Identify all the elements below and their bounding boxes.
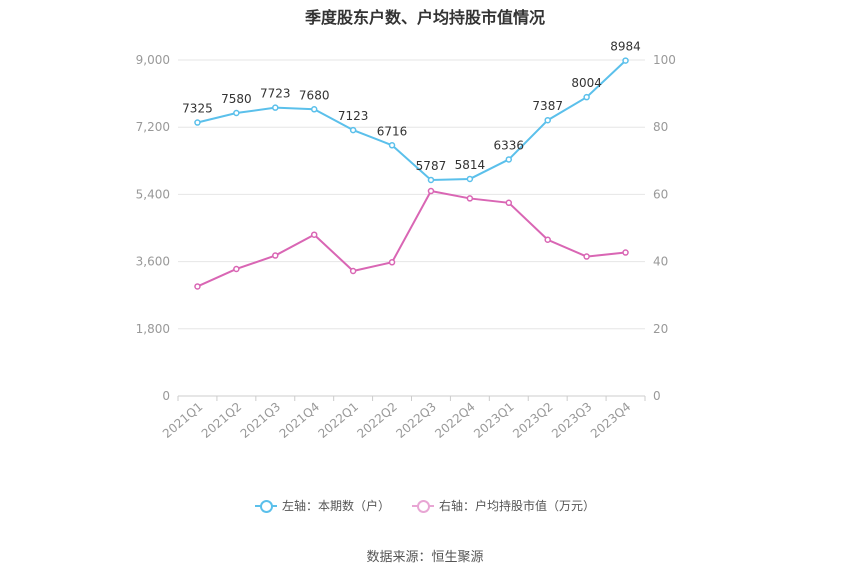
series-1-point <box>194 119 201 126</box>
chart-title: 季度股东户数、户均持股市值情况 <box>304 8 545 27</box>
data-label: 6716 <box>377 124 408 138</box>
x-tick-label: 2022Q1 <box>316 400 361 441</box>
data-label: 7723 <box>260 87 291 101</box>
y-right-tick-label: 40 <box>653 255 668 269</box>
series-1-point <box>622 57 629 64</box>
y-left-tick-label: 7,200 <box>136 120 170 134</box>
x-tick-label: 2021Q2 <box>199 400 244 441</box>
x-tick-label: 2021Q4 <box>277 400 322 441</box>
data-label: 7325 <box>182 102 213 116</box>
legend-label-left: 左轴：本期数（户） <box>281 499 390 513</box>
series-2-point <box>505 199 513 207</box>
x-tick-label: 2023Q3 <box>549 400 594 441</box>
y-right-tick-label: 80 <box>653 120 668 134</box>
series-1-point <box>505 156 513 163</box>
x-tick-label: 2021Q3 <box>238 400 283 441</box>
series-line-1 <box>197 59 627 181</box>
series-2-point <box>233 265 240 273</box>
series-2-point <box>388 259 396 266</box>
series-layer: 7325 7580 7723 7680 7123 6716 5787 5814 6336 7387… <box>182 40 641 290</box>
series-2-point <box>466 195 474 202</box>
legend-item-right-series[interactable]: 右轴：户均持股市值（万元） <box>412 497 595 514</box>
legend-item-left-series[interactable]: 左轴：本期数（户） <box>254 497 390 514</box>
y-right-tick-label: 20 <box>653 322 668 336</box>
y-left-tick-label: 0 <box>162 389 170 403</box>
data-label: 5814 <box>455 158 486 172</box>
series-1-point <box>310 106 318 113</box>
series-1-point <box>233 109 240 117</box>
series-1-point <box>466 175 474 183</box>
series-2-point <box>310 231 318 238</box>
series-2-point <box>272 252 279 259</box>
series-2-point <box>622 249 629 256</box>
series-1-point <box>583 93 590 101</box>
data-label: 8004 <box>571 76 602 90</box>
y-right-tick-label: 0 <box>653 389 661 403</box>
series-2-point <box>349 267 357 275</box>
x-tick-label: 2023Q4 <box>588 400 633 441</box>
y-left-tick-label: 1,800 <box>136 322 170 336</box>
series-1-point <box>388 142 396 149</box>
data-label: 7680 <box>299 88 330 102</box>
series-2-point <box>427 187 435 195</box>
x-tick-label: 2022Q4 <box>432 400 477 441</box>
series-2-point <box>544 236 551 244</box>
legend-swatch-right <box>412 499 434 513</box>
y-left-tick-label: 9,000 <box>136 53 170 67</box>
data-label: 5787 <box>416 159 447 173</box>
series-2-point <box>194 283 201 290</box>
x-tick-label: 2022Q3 <box>393 400 438 441</box>
series-1-point <box>544 116 551 124</box>
series-1-point <box>349 126 357 134</box>
series-1-point <box>427 176 435 184</box>
series-line-2 <box>197 189 626 288</box>
x-tick-label: 2022Q2 <box>354 400 399 441</box>
y-left-tick-label: 5,400 <box>136 187 170 201</box>
data-label: 8984 <box>610 40 641 54</box>
gridlines <box>178 59 645 330</box>
legend-label-right: 右轴：户均持股市值（万元） <box>439 499 596 513</box>
data-label: 7580 <box>221 92 252 106</box>
y-right-tick-label: 100 <box>653 53 676 67</box>
y-left-tick-label: 3,600 <box>136 255 170 269</box>
legend: 左轴：本期数（户） 右轴：户均持股市值（万元） <box>0 497 850 514</box>
right-axis-ticks: 0 20 40 60 80 100 <box>653 53 676 403</box>
data-label: 7387 <box>532 99 563 113</box>
x-axis: 2021Q12021Q22021Q32021Q42022Q12022Q22022… <box>160 395 646 441</box>
data-source: 数据来源：恒生聚源 <box>366 550 484 565</box>
x-tick-label: 2023Q2 <box>510 400 555 441</box>
x-tick-label: 2023Q1 <box>471 400 516 441</box>
series-1-point <box>272 104 279 111</box>
data-label: 7123 <box>338 109 369 123</box>
data-label: 6336 <box>494 138 525 152</box>
legend-swatch-left <box>254 499 277 513</box>
series-2-point <box>583 253 590 260</box>
left-axis-ticks: 0 1,800 3,600 5,400 7,200 9,000 <box>136 53 170 403</box>
y-right-tick-label: 60 <box>653 187 668 201</box>
x-tick-label: 2021Q1 <box>160 400 205 441</box>
